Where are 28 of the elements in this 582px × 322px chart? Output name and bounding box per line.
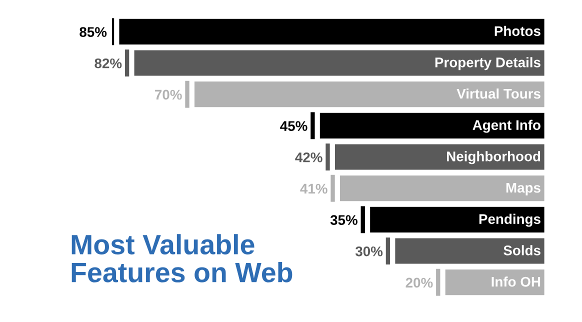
y-tick-label: Info OH (492, 276, 540, 287)
data-label: 35% (330, 215, 358, 225)
bar (118, 18, 545, 46)
y-tick-label: Property Details (435, 57, 540, 70)
y-tick-label: Pendings (479, 214, 540, 227)
data-label: 82% (94, 58, 122, 68)
bar (368, 206, 545, 234)
y-tick-label: Maps (506, 182, 540, 196)
text: Most Valuable Features on Web (72, 234, 292, 282)
data-label: 41% (300, 184, 328, 194)
data-label: 42% (295, 152, 322, 162)
bar (334, 142, 545, 172)
bar (132, 48, 545, 78)
bar (444, 268, 545, 296)
y-tick-label: Agent Info (472, 120, 540, 133)
data-label: 85% (80, 27, 107, 37)
bar (338, 174, 545, 202)
data-label: 20% (406, 278, 433, 288)
bar (318, 112, 545, 140)
y-tick-label: Photos (494, 26, 540, 36)
bar (193, 80, 545, 108)
y-tick-label: Neighborhood (447, 151, 540, 164)
data-label: 30% (355, 246, 383, 256)
y-tick-label: Solds (504, 245, 540, 256)
data-label: 70% (155, 90, 182, 100)
data-label: 45% (280, 121, 308, 131)
bar (394, 236, 545, 266)
y-tick-label: Virtual Tours (456, 88, 540, 99)
